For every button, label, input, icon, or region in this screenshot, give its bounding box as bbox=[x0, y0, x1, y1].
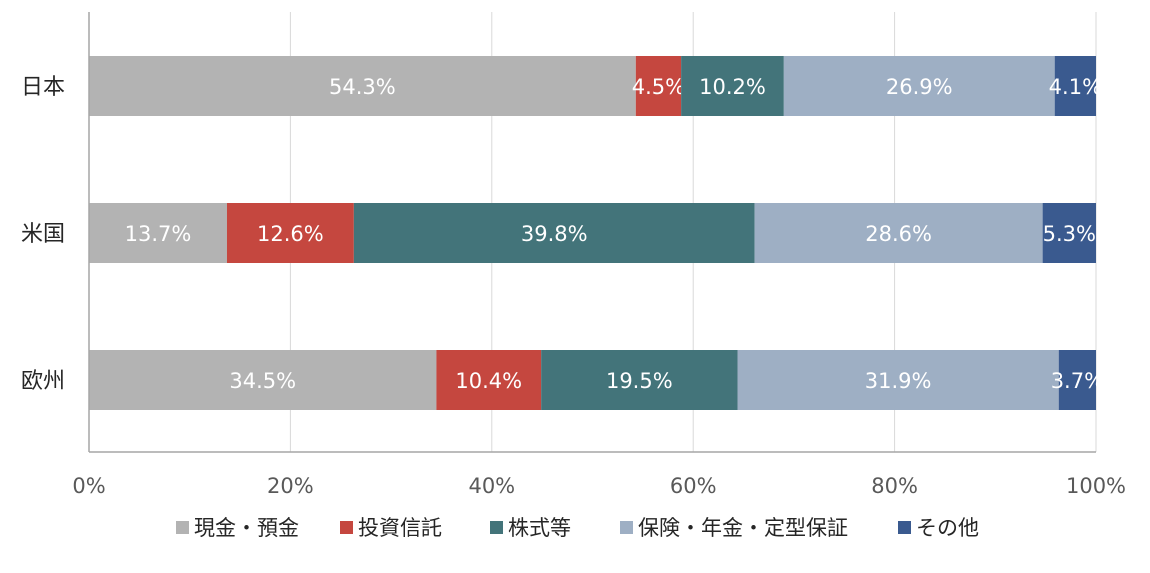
data-label: 4.5% bbox=[632, 75, 685, 99]
bar-segment bbox=[436, 350, 542, 410]
data-label: 34.5% bbox=[229, 369, 296, 393]
legend-swatch bbox=[340, 521, 353, 534]
bar-segment bbox=[737, 350, 1059, 410]
legend: 現金・預金 投資信託 株式等 保険・年金・定型保証 その他 bbox=[176, 516, 979, 540]
category-label: 日本 bbox=[21, 75, 65, 100]
data-label: 10.2% bbox=[699, 75, 766, 99]
bar-segment bbox=[89, 203, 227, 263]
data-label: 5.3% bbox=[1043, 222, 1096, 246]
data-label: 31.9% bbox=[865, 369, 932, 393]
bar-segment bbox=[89, 56, 636, 116]
x-tick-label: 0% bbox=[72, 474, 105, 498]
bar-segment bbox=[635, 56, 682, 116]
legend-label: 投資信託 bbox=[358, 516, 442, 540]
bar-segment bbox=[353, 203, 755, 263]
data-label: 10.4% bbox=[455, 369, 522, 393]
data-label: 54.3% bbox=[329, 75, 396, 99]
bar-segment bbox=[783, 56, 1055, 116]
category-label: 米国 bbox=[21, 222, 65, 247]
x-tick-label: 20% bbox=[267, 474, 314, 498]
legend-swatch bbox=[898, 521, 911, 534]
data-label: 3.7% bbox=[1051, 369, 1104, 393]
data-label: 26.9% bbox=[886, 75, 953, 99]
category-label: 欧州 bbox=[21, 369, 65, 394]
bar-segment bbox=[89, 350, 437, 410]
legend-item: その他 bbox=[898, 516, 979, 540]
x-tick-label: 100% bbox=[1066, 474, 1126, 498]
data-label: 19.5% bbox=[606, 369, 673, 393]
bar-segment bbox=[1042, 203, 1096, 263]
x-tick-label: 80% bbox=[871, 474, 918, 498]
legend-item: 保険・年金・定型保証 bbox=[620, 516, 848, 540]
data-label: 13.7% bbox=[125, 222, 192, 246]
data-label: 28.6% bbox=[865, 222, 932, 246]
legend-swatch bbox=[620, 521, 633, 534]
legend-label: 保険・年金・定型保証 bbox=[638, 516, 848, 540]
legend-swatch bbox=[176, 521, 189, 534]
bar-segment bbox=[681, 56, 784, 116]
bar-segment bbox=[754, 203, 1043, 263]
legend-item: 株式等 bbox=[490, 516, 571, 540]
legend-item: 現金・預金 bbox=[176, 516, 299, 540]
data-label: 12.6% bbox=[257, 222, 324, 246]
data-label: 4.1% bbox=[1049, 75, 1102, 99]
legend-label: 株式等 bbox=[508, 516, 571, 540]
bar-segment bbox=[541, 350, 738, 410]
legend-item: 投資信託 bbox=[340, 516, 442, 540]
bars: 54.3% 4.5% 10.2% 26.9% 4.1% 13.7% 12.6% 39.8% 28… bbox=[89, 56, 1104, 410]
legend-label: 現金・預金 bbox=[194, 516, 299, 540]
legend-label: その他 bbox=[916, 516, 979, 540]
legend-swatch bbox=[490, 521, 503, 534]
bar-segment bbox=[226, 203, 354, 263]
bar-segment bbox=[1054, 56, 1096, 116]
bar-segment bbox=[1058, 350, 1096, 410]
x-tick-label: 40% bbox=[468, 474, 515, 498]
data-label: 39.8% bbox=[521, 222, 588, 246]
x-tick-label: 60% bbox=[670, 474, 717, 498]
